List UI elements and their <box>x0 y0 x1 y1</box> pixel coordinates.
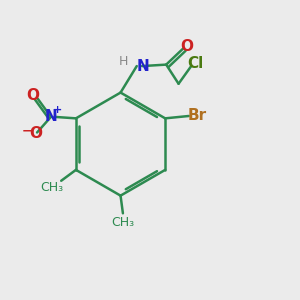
Text: N: N <box>44 110 57 124</box>
Text: N: N <box>137 58 149 74</box>
Text: O: O <box>180 39 193 54</box>
Text: H: H <box>119 55 128 68</box>
Text: Br: Br <box>188 109 207 124</box>
Text: CH₃: CH₃ <box>111 216 134 229</box>
Text: O: O <box>26 88 39 103</box>
Text: CH₃: CH₃ <box>40 181 63 194</box>
Text: −: − <box>22 124 32 137</box>
Text: Cl: Cl <box>187 56 203 70</box>
Text: O: O <box>29 127 42 142</box>
Text: +: + <box>53 105 62 116</box>
